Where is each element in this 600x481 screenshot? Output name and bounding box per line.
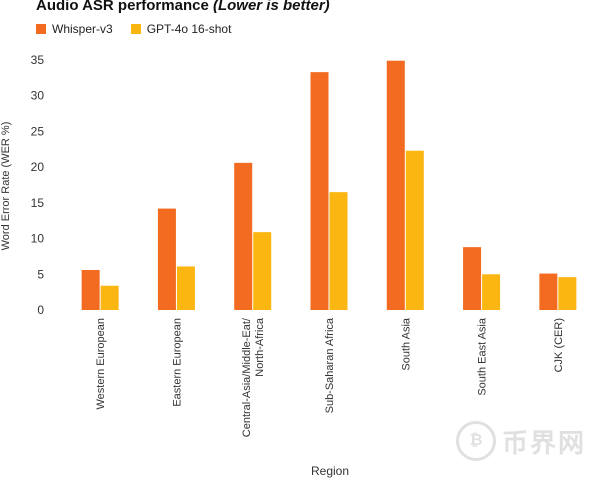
y-tick-label: 35 <box>31 53 45 67</box>
legend-item-whisper: Whisper-v3 <box>36 22 113 36</box>
x-tick-label: Western European <box>95 318 107 410</box>
legend-label-whisper: Whisper-v3 <box>52 22 113 36</box>
x-tick-label: South Asia <box>400 317 412 370</box>
legend-item-gpt4o: GPT-4o 16-shot <box>130 22 232 36</box>
legend: Whisper-v3 GPT-4o 16-shot <box>36 22 231 36</box>
bars <box>81 60 577 311</box>
bar-whisper <box>310 72 329 311</box>
chart-title: Audio ASR performance (Lower is better) <box>36 0 330 14</box>
x-tick-label: Central-Asia/Middle-Eat/North-Africa <box>241 317 266 437</box>
x-axis-label: Region <box>311 464 349 478</box>
y-tick-label: 5 <box>37 267 44 281</box>
x-tick-label: Sub-Saharan Africa <box>324 317 336 413</box>
bar-gpt4o <box>176 266 195 310</box>
legend-swatch-gpt4o <box>130 24 141 34</box>
x-axis: Western European Eastern European Central-… <box>95 317 565 437</box>
y-tick-label: 10 <box>31 232 45 246</box>
x-tick-label: South East Asia <box>477 317 489 396</box>
bar-gpt4o <box>558 277 577 310</box>
bar-whisper <box>234 162 253 310</box>
bar-gpt4o <box>482 274 501 310</box>
y-tick-label: 25 <box>31 124 45 138</box>
chart-title-sub: (Lower is better) <box>212 0 330 14</box>
watermark: ₿ 币界网 <box>455 421 586 461</box>
y-tick-label: 15 <box>31 196 45 210</box>
x-tick-label: CJK (CER) <box>553 318 565 372</box>
y-axis: 0 5 10 15 20 25 30 35 <box>31 53 45 317</box>
bitcoin-coin-icon: ₿ <box>455 421 496 461</box>
x-tick-label: Eastern European <box>171 318 183 407</box>
watermark-text: 币界网 <box>501 427 586 458</box>
y-tick-label: 0 <box>37 303 44 317</box>
bar-whisper <box>539 273 558 310</box>
legend-label-gpt4o: GPT-4o 16-shot <box>146 22 232 36</box>
legend-swatch-whisper <box>36 24 46 34</box>
bar-whisper <box>463 247 482 310</box>
bar-gpt4o <box>100 285 119 310</box>
bar-whisper <box>81 270 100 310</box>
bar-whisper <box>386 60 405 310</box>
bar-gpt4o <box>405 150 424 310</box>
bar-gpt4o <box>253 232 272 310</box>
y-axis-label: Word Error Rate (WER %) <box>0 122 12 251</box>
bar-gpt4o <box>329 192 348 310</box>
y-tick-label: 30 <box>31 89 45 103</box>
bar-whisper <box>157 208 176 310</box>
y-tick-label: 20 <box>31 160 45 174</box>
chart-title-main: Audio ASR performance <box>36 0 213 14</box>
